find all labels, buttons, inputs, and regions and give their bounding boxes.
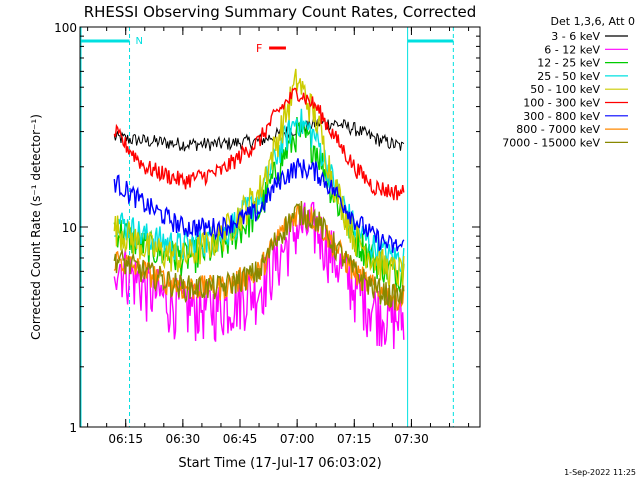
series-layer <box>113 68 405 350</box>
series-line-4 <box>114 108 405 273</box>
legend-title: Det 1,3,6, Att 0 <box>551 15 635 28</box>
legend-label-9: 7000 - 15000 keV <box>502 136 600 149</box>
flare-label: F <box>256 42 262 55</box>
series-line-6 <box>113 87 405 201</box>
series-line-9 <box>113 200 405 311</box>
legend-label-6: 100 - 300 keV <box>523 97 600 110</box>
legend-label-8: 800 - 7000 keV <box>516 123 600 136</box>
legend-label-5: 50 - 100 keV <box>530 83 600 96</box>
y-axis-label: Corrected Count Rate (s⁻¹ detector⁻¹) <box>29 114 43 340</box>
x-tick-label-2: 06:45 <box>223 432 258 446</box>
x-axis-label: Start Time (17-Jul-17 06:03:02) <box>178 456 381 471</box>
y-tick-label-2: 100 <box>54 21 77 35</box>
x-tick-label-1: 06:30 <box>166 432 201 446</box>
night-label: N <box>136 36 143 47</box>
footer-date: 1-Sep-2022 11:25 <box>564 468 636 477</box>
legend-label-1: 3 - 6 keV <box>551 30 600 43</box>
y-tick-label-0: 1 <box>69 421 77 435</box>
x-tick-label-0: 06:15 <box>108 432 143 446</box>
series-line-2 <box>113 201 405 350</box>
x-tick-label-3: 07:00 <box>280 432 315 446</box>
series-line-7 <box>113 158 405 253</box>
series-line-5 <box>113 68 405 288</box>
axis-ticks: 06:15 06:30 06:45 07:00 07:15 07:30 1 10 100 <box>54 21 480 446</box>
legend-label-4: 25 - 50 keV <box>537 70 600 83</box>
y-tick-label-1: 10 <box>62 221 77 235</box>
x-tick-label-4: 07:15 <box>337 432 372 446</box>
legend-label-2: 6 - 12 keV <box>544 43 600 56</box>
legend-label-7: 300 - 800 keV <box>523 110 600 123</box>
legend-label-3: 12 - 25 keV <box>537 57 600 70</box>
chart-title: RHESSI Observing Summary Count Rates, Co… <box>84 3 477 21</box>
x-tick-label-5: 07:30 <box>394 432 429 446</box>
